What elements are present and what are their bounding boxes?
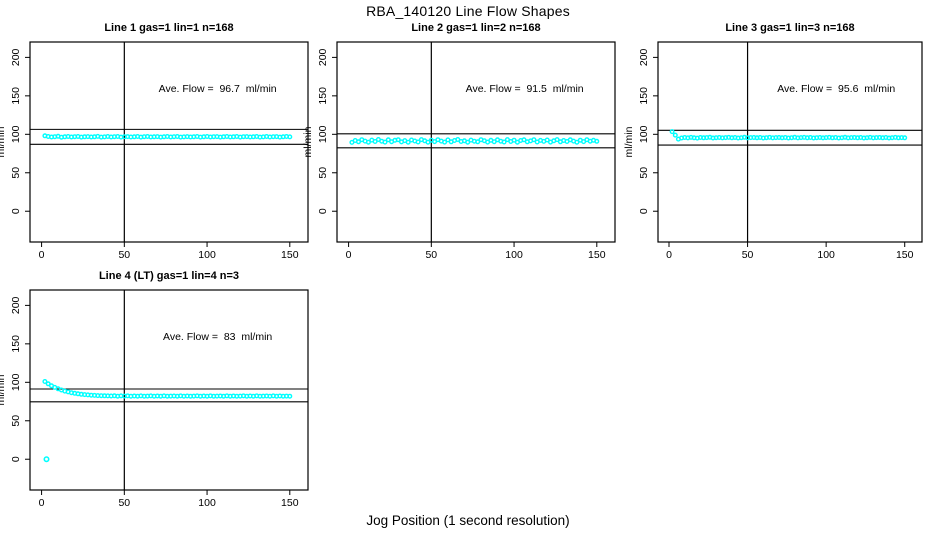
data-points (669, 129, 908, 142)
panel-2: Line 2 gas=1 lin=2 n=168 0 50 100 150 0 50 100 1… (301, 16, 623, 282)
x-tick-label: 100 (817, 249, 835, 261)
y-tick-label: 200 (317, 48, 329, 66)
data-points (42, 378, 293, 463)
y-tick-label: 0 (317, 208, 329, 214)
x-tick-label: 50 (425, 249, 437, 261)
y-tick-label: 50 (10, 167, 22, 179)
y-tick-label: 200 (638, 48, 650, 66)
y-axis-title: ml/min (302, 126, 314, 157)
x-axis: 0 50 100 150 (346, 242, 606, 261)
panel-3: Line 3 gas=1 lin=3 n=168 0 50 100 150 0 50 100 1… (622, 16, 930, 282)
ave-flow-label: Ave. Flow = 83 ml/min (163, 331, 272, 343)
y-axis: 0 50 100 150 200 ml/min (623, 48, 658, 214)
y-axis: 0 50 100 150 200 ml/min (0, 48, 30, 214)
x-axis: 0 50 100 150 (666, 242, 914, 261)
data-points (42, 133, 293, 140)
y-axis-title: ml/min (0, 126, 7, 157)
x-axis: 0 50 100 150 (39, 490, 299, 509)
x-tick-label: 0 (666, 249, 672, 261)
y-axis: 0 50 100 150 200 ml/min (302, 48, 337, 214)
figure-title: RBA_140120 Line Flow Shapes (366, 3, 570, 19)
y-tick-label: 200 (10, 296, 22, 314)
x-tick-label: 150 (281, 249, 299, 261)
y-tick-label: 200 (10, 48, 22, 66)
y-tick-label: 50 (10, 415, 22, 427)
y-tick-label: 0 (10, 208, 22, 214)
x-tick-label: 0 (346, 249, 352, 261)
x-tick-label: 0 (39, 249, 45, 261)
ave-flow-label: Ave. Flow = 91.5 ml/min (466, 83, 584, 95)
y-tick-label: 0 (10, 456, 22, 462)
plot-box (336, 41, 616, 243)
y-axis-title: ml/min (623, 126, 635, 157)
y-tick-label: 150 (317, 87, 329, 105)
y-tick-label: 0 (638, 208, 650, 214)
x-axis: 0 50 100 150 (39, 242, 299, 261)
panel-title: Line 2 gas=1 lin=2 n=168 (411, 22, 541, 34)
panel-title: Line 3 gas=1 lin=3 n=168 (725, 22, 855, 34)
x-tick-label: 100 (198, 249, 216, 261)
x-tick-label: 150 (281, 497, 299, 509)
outlier-point (43, 456, 50, 463)
ave-flow-label: Ave. Flow = 96.7 ml/min (159, 83, 277, 95)
y-tick-label: 100 (10, 373, 22, 391)
x-tick-label: 100 (505, 249, 523, 261)
x-tick-label: 150 (588, 249, 606, 261)
plot-box (29, 41, 309, 243)
y-axis: 0 50 100 150 200 ml/min (0, 296, 30, 462)
x-tick-label: 50 (118, 249, 130, 261)
x-tick-label: 50 (742, 249, 754, 261)
y-tick-label: 150 (10, 87, 22, 105)
x-tick-label: 150 (896, 249, 914, 261)
panel-1: Line 1 gas=1 lin=1 n=168 0 50 100 150 0 50 100 1… (0, 16, 316, 282)
plot-box (657, 41, 923, 243)
data-points (349, 136, 600, 145)
x-tick-label: 50 (118, 497, 130, 509)
x-tick-label: 100 (198, 497, 216, 509)
plot-box (29, 289, 309, 491)
y-tick-label: 150 (10, 335, 22, 353)
panel-title: Line 1 gas=1 lin=1 n=168 (104, 22, 234, 34)
y-tick-label: 50 (638, 167, 650, 179)
y-axis-title: ml/min (0, 374, 7, 405)
ave-flow-label: Ave. Flow = 95.6 ml/min (777, 83, 895, 95)
y-tick-label: 150 (638, 87, 650, 105)
y-tick-label: 50 (317, 167, 329, 179)
y-tick-label: 100 (638, 125, 650, 143)
panel-4: Line 4 (LT) gas=1 lin=4 n=3 0 50 100 150 0 50 1… (0, 264, 316, 530)
x-axis-label: Jog Position (1 second resolution) (366, 513, 570, 528)
y-tick-label: 100 (10, 125, 22, 143)
y-tick-label: 100 (317, 125, 329, 143)
panel-title: Line 4 (LT) gas=1 lin=4 n=3 (98, 270, 240, 282)
x-tick-label: 0 (39, 497, 45, 509)
